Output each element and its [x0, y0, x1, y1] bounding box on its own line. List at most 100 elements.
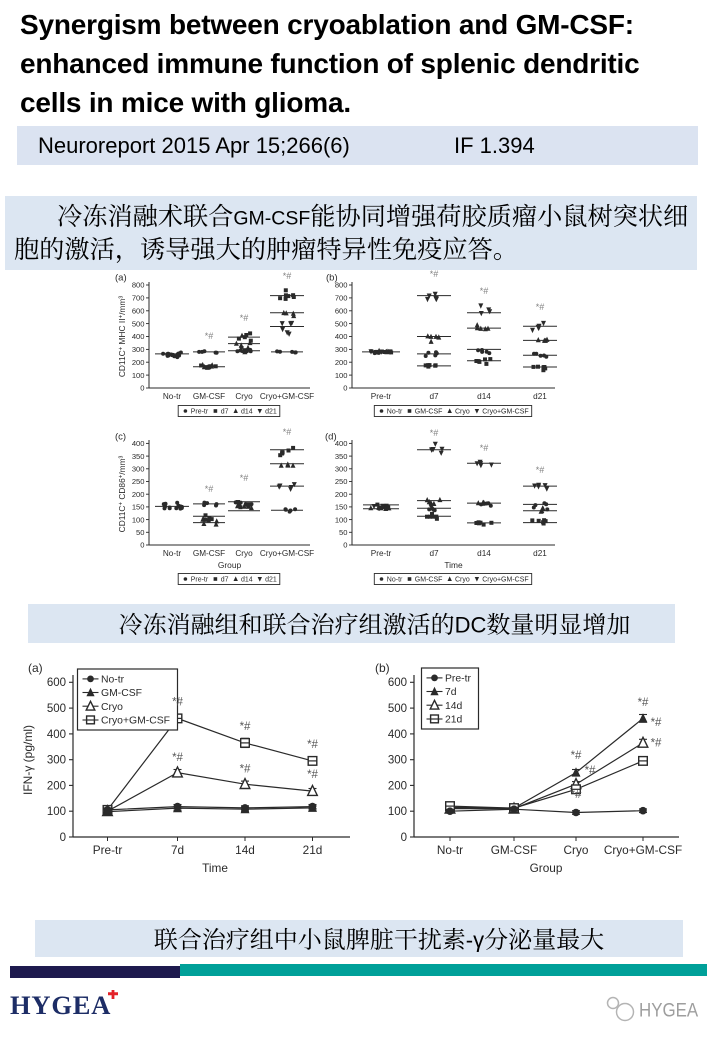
svg-text:CD11C+ MHC II+/mm³: CD11C+ MHC II+/mm³ [117, 296, 127, 378]
svg-text:*#: *# [240, 764, 251, 776]
svg-text:250: 250 [132, 477, 145, 486]
svg-text:*#: *# [240, 473, 249, 483]
svg-text:200: 200 [335, 490, 348, 499]
svg-text:Time: Time [202, 861, 228, 875]
svg-text:No-tr: No-tr [387, 576, 403, 583]
svg-text:21d: 21d [445, 715, 463, 726]
svg-text:*#: *# [430, 428, 439, 438]
svg-text:300: 300 [132, 465, 145, 474]
svg-text:*#: *# [430, 269, 439, 279]
svg-text:Group: Group [530, 861, 563, 875]
svg-text:d7: d7 [429, 392, 439, 401]
svg-text:Group: Group [218, 560, 242, 570]
svg-text:No-tr: No-tr [101, 675, 125, 686]
svg-text:No-tr: No-tr [437, 843, 463, 857]
svg-text:350: 350 [335, 452, 348, 461]
svg-text:HYGEA: HYGEA [639, 1000, 698, 1021]
svg-text:*#: *# [638, 697, 649, 709]
svg-text:No-tr: No-tr [387, 408, 403, 415]
svg-text:400: 400 [335, 332, 348, 341]
svg-text:0: 0 [140, 384, 144, 393]
svg-text:200: 200 [132, 358, 145, 367]
svg-text:Cryo+GM-CSF: Cryo+GM-CSF [482, 408, 528, 415]
svg-text:200: 200 [47, 780, 66, 792]
svg-text:400: 400 [388, 729, 407, 741]
svg-text:Time: Time [444, 560, 463, 570]
svg-text:*#: *# [536, 302, 545, 312]
svg-text:GM-CSF: GM-CSF [101, 688, 142, 699]
svg-text:d7: d7 [221, 576, 229, 583]
svg-text:400: 400 [335, 439, 348, 448]
svg-text:0: 0 [401, 832, 407, 844]
svg-text:300: 300 [388, 755, 407, 767]
svg-text:Cryo+GM-CSF: Cryo+GM-CSF [260, 392, 314, 401]
svg-text:-γ: -γ [466, 928, 484, 953]
svg-text:500: 500 [388, 703, 407, 715]
svg-text:d14: d14 [477, 392, 491, 401]
svg-text:100: 100 [132, 515, 145, 524]
svg-text:(b): (b) [326, 273, 338, 284]
svg-text:Cryo: Cryo [235, 392, 253, 401]
svg-text:GM-CSF: GM-CSF [193, 392, 225, 401]
svg-text:0: 0 [140, 541, 144, 550]
svg-text:GM-CSF: GM-CSF [415, 576, 443, 583]
svg-text:600: 600 [47, 677, 66, 689]
svg-text:d21: d21 [265, 576, 277, 583]
svg-text:(c): (c) [115, 432, 126, 443]
svg-text:CD11C+ CD86+/mm³: CD11C+ CD86+/mm³ [117, 455, 127, 532]
svg-text:Pre-tr: Pre-tr [93, 843, 123, 857]
svg-text:GM-CSF: GM-CSF [233, 208, 310, 230]
svg-text:Pre-tr: Pre-tr [371, 549, 392, 558]
svg-text:200: 200 [132, 490, 145, 499]
svg-text:100: 100 [388, 806, 407, 818]
svg-text:100: 100 [335, 371, 348, 380]
svg-text:Pre-tr: Pre-tr [371, 392, 392, 401]
svg-text:800: 800 [335, 281, 348, 290]
svg-text:*#: *# [480, 286, 489, 296]
svg-text:d14: d14 [241, 408, 253, 415]
svg-text:400: 400 [47, 729, 66, 741]
svg-text:Cryo: Cryo [101, 702, 123, 713]
svg-text:*#: *# [571, 750, 582, 762]
svg-text:350: 350 [132, 452, 145, 461]
svg-text:*#: *# [240, 721, 251, 733]
svg-text:No-tr: No-tr [163, 392, 181, 401]
svg-text:d7: d7 [221, 408, 229, 415]
svg-text:600: 600 [335, 307, 348, 316]
svg-text:14d: 14d [445, 701, 463, 712]
svg-text:*#: *# [240, 313, 249, 323]
svg-text:Cryo+GM-CSF: Cryo+GM-CSF [260, 549, 314, 558]
svg-text:300: 300 [335, 345, 348, 354]
svg-text:50: 50 [339, 528, 347, 537]
svg-text:(d): (d) [325, 432, 337, 443]
svg-text:*#: *# [172, 697, 183, 709]
svg-text:21d: 21d [303, 843, 323, 857]
svg-text:200: 200 [388, 780, 407, 792]
svg-text:d14: d14 [241, 576, 253, 583]
svg-text:*#: *# [307, 769, 318, 781]
svg-text:d21: d21 [533, 549, 547, 558]
svg-text:150: 150 [335, 503, 348, 512]
svg-text:*#: *# [651, 737, 662, 749]
svg-text:Cryo: Cryo [455, 576, 470, 583]
svg-text:300: 300 [47, 755, 66, 767]
svg-text:*#: *# [480, 443, 489, 453]
svg-text:Pre-tr: Pre-tr [191, 408, 209, 415]
svg-text:600: 600 [132, 307, 145, 316]
svg-text:700: 700 [132, 294, 145, 303]
svg-text:150: 150 [132, 503, 145, 512]
svg-text:No-tr: No-tr [163, 549, 181, 558]
svg-text:DC: DC [455, 613, 487, 638]
svg-text:*#: *# [205, 331, 214, 341]
svg-text:d7: d7 [429, 549, 439, 558]
svg-text:*#: *# [283, 271, 292, 281]
svg-text:14d: 14d [235, 843, 255, 857]
svg-text:d14: d14 [477, 549, 491, 558]
svg-text:0: 0 [343, 384, 347, 393]
svg-text:*#: *# [536, 465, 545, 475]
svg-text:GM-CSF: GM-CSF [193, 549, 225, 558]
svg-text:300: 300 [335, 465, 348, 474]
svg-text:600: 600 [388, 677, 407, 689]
svg-text:0: 0 [60, 832, 66, 844]
svg-text:100: 100 [335, 515, 348, 524]
